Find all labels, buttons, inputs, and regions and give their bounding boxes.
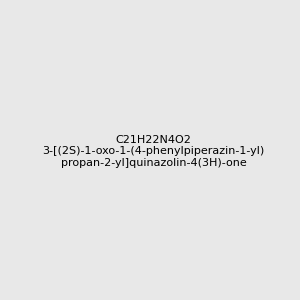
Text: C21H22N4O2
3-[(2S)-1-oxo-1-(4-phenylpiperazin-1-yl)
propan-2-yl]quinazolin-4(3H): C21H22N4O2 3-[(2S)-1-oxo-1-(4-phenylpipe… bbox=[43, 135, 265, 168]
